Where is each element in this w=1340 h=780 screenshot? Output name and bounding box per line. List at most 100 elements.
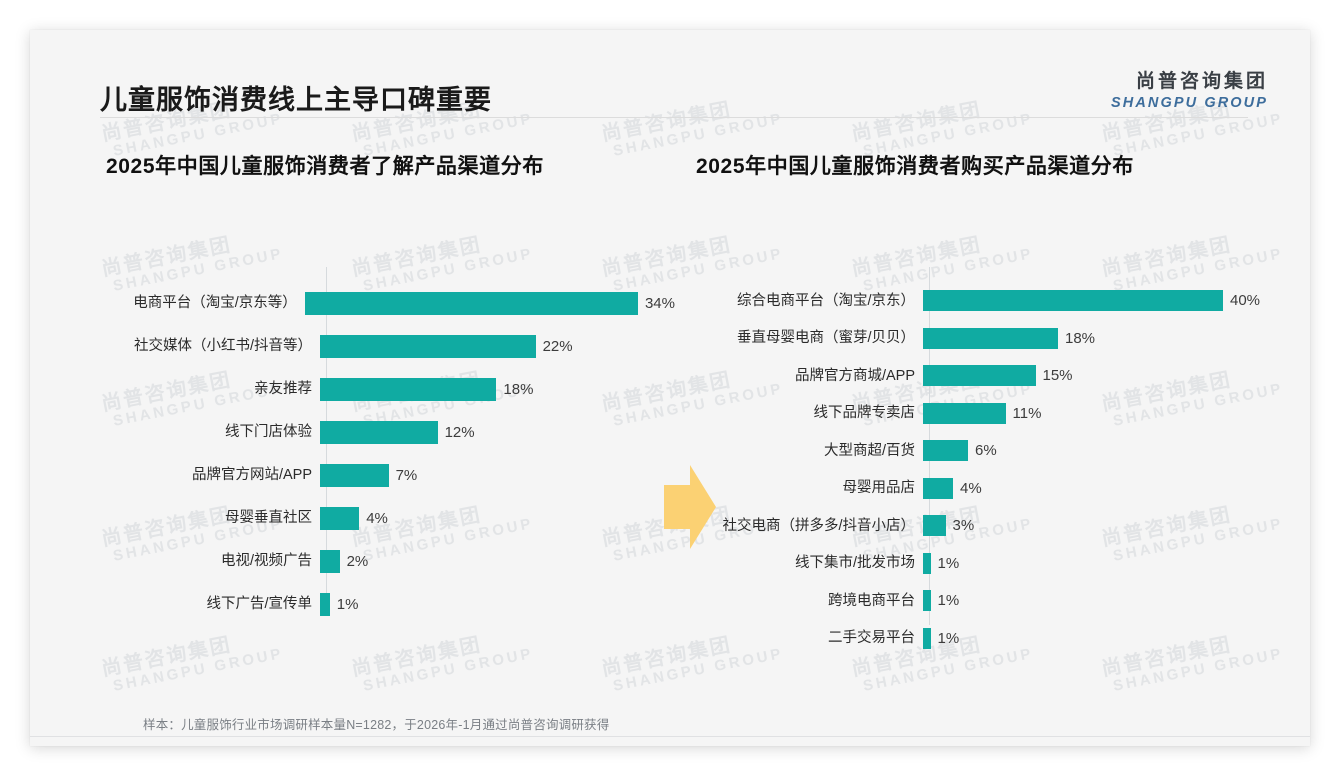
chart-title-purchase: 2025年中国儿童服饰消费者购买产品渠道分布 <box>696 155 1134 178</box>
chart-panel-purchase: 2025年中国儿童服饰消费者购买产品渠道分布 综合电商平台（淘宝/京东） 40% 垂… <box>678 150 1298 649</box>
bar-track: 4% <box>319 507 675 530</box>
bar-category-label: 社交媒体（小红书/抖音等） <box>133 338 312 355</box>
bar-fill <box>320 335 536 358</box>
chart-plot-awareness: 电商平台（淘宝/京东等） 34% 社交媒体（小红书/抖音等） 22% 亲友推荐 18% 线下… <box>75 267 675 626</box>
bar-value-label: 1% <box>937 629 960 647</box>
bar-category-label: 线下集市/批发市场 <box>794 555 915 571</box>
arrow-right-icon <box>660 457 720 557</box>
footer-divider <box>30 736 1310 737</box>
slide-card: 尚普咨询集团 SHANGPU GROUP 尚普咨询集团 SHANGPU GROUP 尚普… <box>30 30 1310 746</box>
bar-row: 社交电商（拼多多/抖音小店） 3% <box>678 507 1298 545</box>
bar-value-label: 2% <box>346 553 369 570</box>
bar-track: 1% <box>922 590 1298 612</box>
bar-category-label: 垂直母婴电商（蜜芽/贝贝） <box>736 330 915 346</box>
header-divider <box>100 117 1248 118</box>
bar-row: 品牌官方商城/APP 15% <box>678 357 1298 395</box>
bar-category-label: 线下品牌专卖店 <box>813 405 916 421</box>
bar-fill <box>923 477 953 499</box>
bar-row: 线下集市/批发市场 1% <box>678 545 1298 583</box>
bar-row: 跨境电商平台 1% <box>678 582 1298 620</box>
bar-category-label: 母婴垂直社区 <box>225 510 312 527</box>
bar-value-label: 18% <box>1065 329 1096 347</box>
bar-category-label: 电视/视频广告 <box>220 553 312 570</box>
bar-category-label: 大型商超/百货 <box>823 442 915 459</box>
bar-category-label: 品牌官方网站/APP <box>191 467 312 484</box>
bar-row: 大型商超/百货 6% <box>678 432 1298 470</box>
bar-fill <box>923 290 1223 312</box>
bar-category-label: 二手交易平台 <box>828 630 915 646</box>
bar-row: 综合电商平台（淘宝/京东） 40% <box>678 282 1298 320</box>
bar-fill <box>923 440 968 462</box>
charts-area: 2025年中国儿童服饰消费者了解产品渠道分布 电商平台（淘宝/京东等） 34% 社交… <box>30 150 1310 680</box>
bar-row: 电商平台（淘宝/京东等） 34% <box>75 282 675 325</box>
bar-track: 2% <box>319 550 675 573</box>
bar-row: 线下品牌专卖店 11% <box>678 395 1298 433</box>
footer-bar <box>30 737 1310 746</box>
bar-value-label: 4% <box>366 510 388 527</box>
bar-track: 11% <box>922 402 1298 424</box>
bar-fill <box>923 365 1036 387</box>
bar-row: 母婴垂直社区 4% <box>75 497 675 540</box>
bar-track: 18% <box>922 327 1298 349</box>
bar-value-label: 1% <box>937 554 960 572</box>
bar-value-label: 18% <box>503 381 534 398</box>
bar-value-label: 12% <box>444 424 475 441</box>
bar-fill <box>923 515 946 537</box>
bar-category-label: 社交电商（拼多多/抖音小店） <box>722 517 915 534</box>
bar-track: 22% <box>319 335 675 358</box>
bar-track: 12% <box>319 421 675 444</box>
bar-fill <box>923 402 1006 424</box>
bar-value-label: 7% <box>395 467 418 484</box>
page-title: 儿童服饰消费线上主导口碑重要 <box>100 85 492 115</box>
bar-track: 7% <box>319 464 675 487</box>
bar-row: 母婴用品店 4% <box>678 470 1298 508</box>
bar-row: 线下门店体验 12% <box>75 411 675 454</box>
bar-track: 4% <box>922 477 1298 499</box>
bar-track: 40% <box>922 290 1298 312</box>
bar-fill <box>320 421 438 444</box>
bar-row: 社交媒体（小红书/抖音等） 22% <box>75 325 675 368</box>
bar-fill <box>320 378 497 401</box>
bar-fill <box>320 507 360 530</box>
bar-fill <box>923 590 931 612</box>
chart-panel-awareness: 2025年中国儿童服饰消费者了解产品渠道分布 电商平台（淘宝/京东等） 34% 社交… <box>75 150 675 616</box>
bar-value-label: 1% <box>937 592 960 610</box>
slide-header: 儿童服饰消费线上主导口碑重要 尚普咨询集团 SHANGPU GROUP <box>30 30 1310 118</box>
bar-fill <box>320 464 389 487</box>
bar-track: 15% <box>922 365 1298 387</box>
bar-value-label: 11% <box>1012 404 1042 422</box>
chart-title-awareness: 2025年中国儿童服饰消费者了解产品渠道分布 <box>106 155 544 178</box>
bar-fill <box>923 627 931 649</box>
bar-track: 6% <box>922 440 1298 462</box>
bar-category-label: 综合电商平台（淘宝/京东） <box>736 292 915 309</box>
bar-fill <box>320 550 340 573</box>
bar-value-label: 40% <box>1230 292 1261 310</box>
bar-row: 亲友推荐 18% <box>75 368 675 411</box>
brand-logo: 尚普咨询集团 SHANGPU GROUP <box>1111 70 1268 112</box>
chart-plot-purchase: 综合电商平台（淘宝/京东） 40% 垂直母婴电商（蜜芽/贝贝） 18% 品牌官方商城/A… <box>678 267 1298 657</box>
bar-category-label: 线下门店体验 <box>225 424 312 441</box>
bar-track: 34% <box>304 292 675 315</box>
bar-category-label: 电商平台（淘宝/京东等） <box>133 295 297 312</box>
brand-logo-en: SHANGPU GROUP <box>1110 94 1268 111</box>
bar-category-label: 线下广告/宣传单 <box>206 596 312 613</box>
bar-track: 3% <box>922 515 1298 537</box>
bar-row: 垂直母婴电商（蜜芽/贝贝） 18% <box>678 320 1298 358</box>
bar-value-label: 22% <box>542 338 573 355</box>
bar-value-label: 6% <box>975 442 997 460</box>
bar-category-label: 品牌官方商城/APP <box>794 367 915 384</box>
bar-fill <box>304 292 638 315</box>
bar-track: 18% <box>319 378 675 401</box>
bar-row: 线下广告/宣传单 1% <box>75 583 675 626</box>
bar-fill <box>923 327 1058 349</box>
bar-category-label: 母婴用品店 <box>842 480 916 496</box>
bar-value-label: 1% <box>336 596 359 613</box>
bar-value-label: 4% <box>960 479 982 497</box>
bar-row: 品牌官方网站/APP 7% <box>75 454 675 497</box>
bar-fill <box>923 552 931 574</box>
bar-category-label: 跨境电商平台 <box>828 592 915 609</box>
bar-row: 电视/视频广告 2% <box>75 540 675 583</box>
bar-value-label: 34% <box>644 295 675 312</box>
bar-value-label: 15% <box>1042 367 1073 385</box>
bar-category-label: 亲友推荐 <box>254 381 312 398</box>
